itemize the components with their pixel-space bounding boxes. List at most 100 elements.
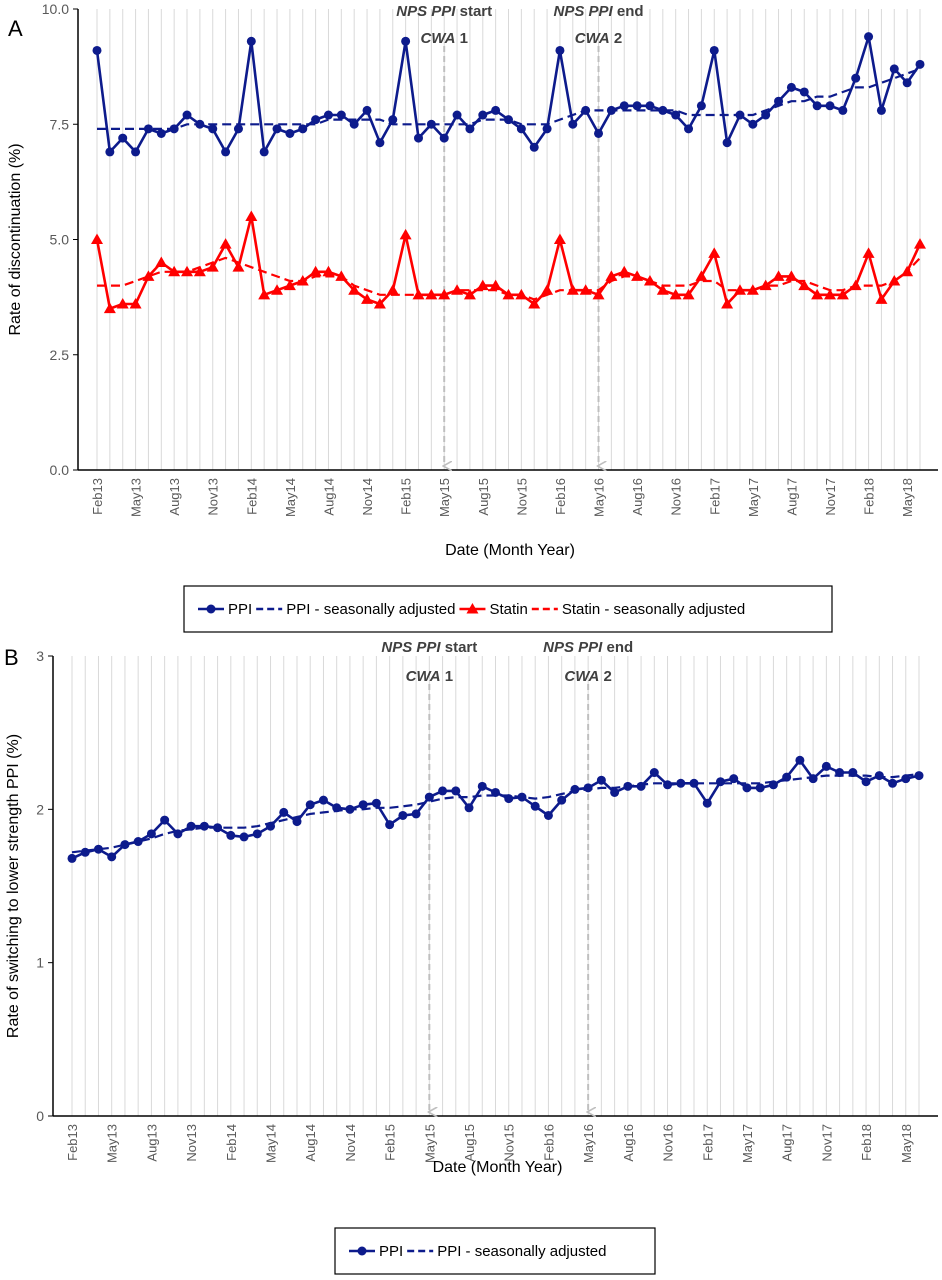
legend-label: PPI - seasonally adjusted (286, 601, 455, 618)
data-point (555, 45, 565, 55)
panel-b-label: B (4, 645, 19, 670)
legend-marker (357, 1246, 367, 1256)
x-tick-label: Feb18 (859, 1124, 874, 1161)
x-tick-label: May18 (900, 478, 915, 517)
y-tick-label: 2.5 (50, 347, 70, 363)
data-point (849, 279, 862, 291)
legend-box (334, 1227, 656, 1275)
data-point (305, 800, 315, 810)
panel-a-chart: 0.0 2.5 5.0 7.5 10.0 Feb13 May13 Aug13 Nov13 Feb1… (7, 1, 938, 633)
panel-b-gridlines (71, 656, 920, 1116)
y-tick-label: 0 (36, 1108, 44, 1124)
annotation-text-line1: NPS PPI start (396, 3, 492, 20)
x-tick-label: May13 (105, 1124, 120, 1163)
data-point (424, 792, 434, 802)
data-point (451, 786, 461, 796)
data-point (742, 783, 752, 793)
data-point (156, 128, 166, 138)
x-tick-label: Aug16 (621, 1124, 636, 1162)
panel-a-legend: PPI PPI - seasonally adjusted Statin Statin… (183, 585, 833, 633)
panel-b-annotation-2: NPS PPI end CWA 2 (543, 639, 633, 1112)
data-point (811, 288, 824, 300)
data-point (631, 270, 644, 281)
data-point (663, 780, 673, 790)
data-point (799, 87, 809, 97)
panel-a-annotation-2: NPS PPI end CWA 2 (554, 3, 644, 466)
legend-marker (466, 603, 479, 614)
data-point (491, 787, 500, 797)
x-tick-label: May18 (899, 1124, 914, 1163)
data-point (146, 829, 156, 839)
data-point (658, 105, 668, 115)
data-point (182, 110, 192, 120)
data-point (465, 124, 475, 134)
data-point (398, 810, 408, 820)
y-tick-label: 10.0 (42, 1, 69, 17)
data-point (702, 798, 712, 808)
data-point (676, 778, 686, 788)
data-point (371, 798, 381, 808)
annotation-text-line2: CWA 2 (564, 668, 612, 685)
data-point (107, 852, 117, 862)
x-tick-label: Nov15 (502, 1124, 517, 1162)
legend-marker (206, 604, 216, 614)
data-point (529, 142, 539, 152)
x-tick-label: May14 (283, 478, 298, 517)
data-point (91, 233, 103, 244)
data-point (399, 228, 412, 240)
data-point (709, 45, 719, 55)
data-point (219, 238, 232, 249)
data-point (463, 288, 476, 300)
data-point (116, 298, 129, 309)
x-tick-label: Nov15 (514, 478, 529, 516)
panel-b-series-ppi (67, 755, 924, 863)
data-point (825, 101, 835, 111)
x-tick-label: Aug17 (780, 1124, 795, 1162)
data-point (491, 105, 501, 115)
data-point (345, 804, 355, 814)
x-tick-label: Nov16 (669, 478, 684, 516)
x-tick-label: May16 (581, 1124, 596, 1163)
data-point (169, 124, 179, 134)
data-point (349, 119, 359, 129)
data-point (464, 803, 474, 813)
data-point (823, 288, 836, 300)
legend-box (183, 585, 833, 633)
data-point (504, 115, 513, 125)
data-point (373, 298, 386, 309)
data-point (517, 792, 527, 802)
data-point (438, 786, 448, 796)
x-tick-label: May13 (129, 478, 144, 517)
data-point (362, 105, 372, 115)
data-point (583, 783, 593, 793)
data-point (848, 768, 858, 778)
data-point (772, 270, 785, 281)
data-point (168, 265, 181, 277)
data-point (155, 256, 168, 268)
data-point (160, 815, 170, 825)
data-point (322, 265, 335, 277)
x-tick-label: Aug14 (303, 1124, 318, 1162)
data-point (606, 105, 616, 115)
data-point (851, 73, 861, 83)
x-tick-label: Nov14 (360, 478, 375, 516)
data-point (708, 247, 721, 258)
legend-label: Statin - seasonally adjusted (562, 601, 745, 618)
panel-b-chart: 0 1 2 3 Feb13 May13 Aug13 Nov13 Feb14 May14 Aug14 N… (4, 639, 938, 1275)
data-point (795, 755, 805, 765)
legend-label: Statin (489, 601, 527, 618)
x-tick-label: Aug17 (784, 478, 799, 516)
data-point (271, 284, 284, 295)
data-point (385, 820, 395, 830)
data-point (504, 794, 514, 804)
data-point (425, 288, 438, 300)
data-point (413, 133, 423, 143)
x-tick-label: Nov17 (819, 1124, 834, 1162)
data-point (761, 110, 771, 120)
y-tick-label: 0.0 (50, 462, 70, 478)
data-point (133, 837, 143, 847)
data-point (259, 147, 269, 157)
x-tick-label: Nov14 (343, 1124, 358, 1162)
data-point (632, 101, 642, 111)
data-point (323, 110, 333, 120)
